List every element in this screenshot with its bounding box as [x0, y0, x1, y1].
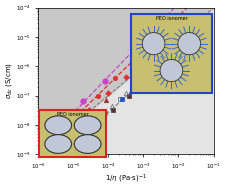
X-axis label: 1/$\eta$ (Pa$\cdot$s)$^{-1}$: 1/$\eta$ (Pa$\cdot$s)$^{-1}$	[105, 173, 147, 185]
Y-axis label: $\sigma_{dc}$ (S/cm): $\sigma_{dc}$ (S/cm)	[4, 62, 14, 99]
